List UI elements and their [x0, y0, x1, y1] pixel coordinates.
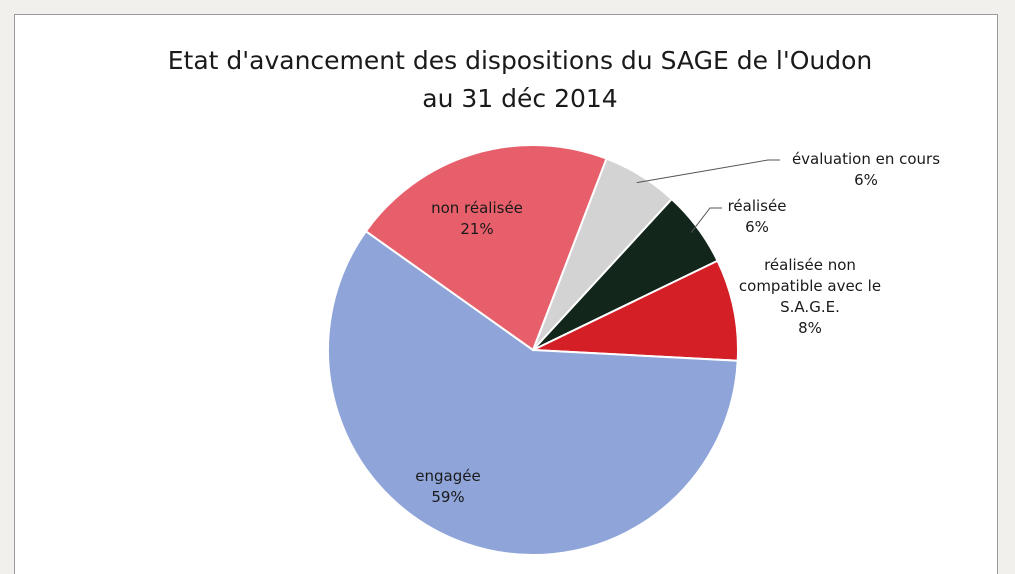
- pie-slice: [327, 229, 739, 556]
- data-label: réalisée 6%: [728, 196, 787, 238]
- pie-slice: [532, 259, 739, 362]
- data-label: évaluation en cours 6%: [792, 149, 940, 191]
- data-label: engagée 59%: [415, 466, 480, 508]
- category-label: réalisée non compatible avec le S.A.G.E.: [738, 256, 882, 316]
- data-label: réalisée non compatible avec le S.A.G.E.…: [730, 255, 890, 339]
- value-label: 6%: [745, 218, 769, 236]
- value-label: 8%: [798, 319, 822, 337]
- category-label: réalisée: [727, 197, 787, 215]
- chart-title: Etat d'avancement des dispositions du SA…: [167, 46, 873, 113]
- value-label: 21%: [460, 220, 494, 238]
- data-label: non réalisée 21%: [431, 198, 523, 240]
- page: {"chart_data": {"type": "pie", "title": …: [14, 14, 998, 574]
- leader-line: [690, 207, 722, 233]
- category-label: engagée: [415, 467, 481, 485]
- chart: [327, 144, 780, 556]
- category-label: évaluation en cours: [791, 150, 941, 168]
- value-label: 59%: [431, 488, 465, 506]
- value-label: 6%: [854, 171, 878, 189]
- pie-slice: [364, 144, 608, 352]
- category-label: non réalisée: [431, 199, 523, 217]
- leader-line: [636, 159, 780, 184]
